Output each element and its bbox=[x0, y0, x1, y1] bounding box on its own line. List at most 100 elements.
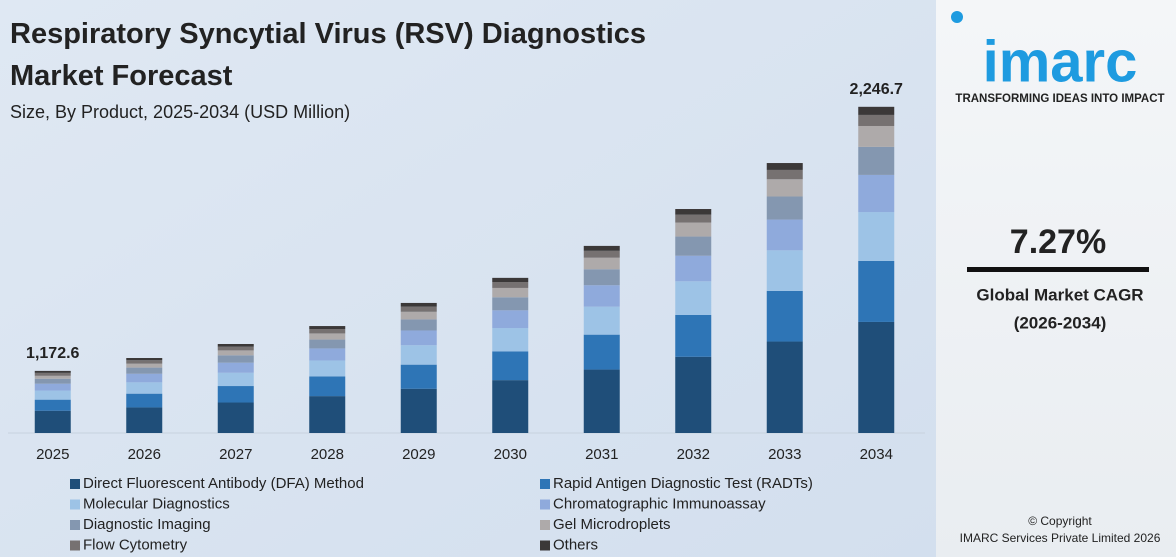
bar-segment bbox=[126, 407, 163, 433]
bar-segment bbox=[309, 326, 346, 329]
x-tick-label: 2033 bbox=[768, 446, 801, 463]
bar-segment bbox=[675, 222, 712, 237]
bar-segment bbox=[675, 236, 712, 256]
bar-segment bbox=[583, 250, 620, 258]
bar-segment bbox=[675, 255, 712, 282]
bar-segment bbox=[492, 328, 529, 352]
bar-segment bbox=[400, 311, 437, 320]
bar-segment bbox=[858, 321, 895, 433]
bar-segment bbox=[217, 350, 254, 356]
bar-segment bbox=[309, 339, 346, 349]
x-tick-label: 2027 bbox=[219, 446, 252, 463]
legend-swatch bbox=[70, 499, 80, 510]
legend-label: Diagnostic Imaging bbox=[83, 516, 211, 533]
bar-segment bbox=[492, 282, 529, 288]
bar-segment bbox=[766, 341, 803, 433]
bar-segment bbox=[583, 257, 620, 270]
bar-segment bbox=[309, 376, 346, 397]
cagr-value: 7.27% bbox=[1010, 223, 1106, 261]
bar-segment bbox=[492, 310, 529, 329]
bar-segment bbox=[126, 393, 163, 408]
bar-segment bbox=[858, 106, 895, 115]
bar-segment bbox=[400, 345, 437, 365]
copyright: © Copyright bbox=[1028, 514, 1092, 528]
x-tick-label: 2025 bbox=[36, 446, 69, 463]
bar-segment bbox=[858, 212, 895, 261]
bar-segment bbox=[126, 360, 163, 364]
bar-segment bbox=[492, 287, 529, 298]
bar-segment bbox=[34, 390, 71, 400]
sidebar-background bbox=[936, 0, 1176, 557]
bar-segment bbox=[309, 333, 346, 340]
bar-segment bbox=[675, 356, 712, 433]
bar-segment bbox=[583, 306, 620, 335]
bar-segment bbox=[217, 402, 254, 433]
bar-segment bbox=[766, 196, 803, 220]
bar-segment bbox=[583, 334, 620, 370]
bar-segment bbox=[309, 360, 346, 377]
legend-label: Gel Microdroplets bbox=[553, 516, 671, 533]
legend-label: Molecular Diagnostics bbox=[83, 495, 230, 512]
legend-swatch bbox=[540, 499, 550, 510]
bar-segment bbox=[400, 302, 437, 307]
bar-segment bbox=[766, 250, 803, 291]
bar-segment bbox=[400, 319, 437, 331]
bar-segment bbox=[675, 209, 712, 215]
tagline: TRANSFORMING IDEAS INTO IMPACT bbox=[955, 93, 1164, 105]
bar-segment bbox=[217, 346, 254, 351]
bar-segment bbox=[583, 369, 620, 433]
logo-dot bbox=[951, 11, 963, 23]
logo: imarc bbox=[983, 29, 1138, 94]
bar-segment bbox=[126, 363, 163, 368]
bar-segment bbox=[858, 114, 895, 126]
bar-segment bbox=[492, 297, 529, 311]
bar-segment bbox=[583, 245, 620, 251]
bar-segment bbox=[766, 290, 803, 342]
chart-title: Respiratory Syncytial Virus (RSV) Diagno… bbox=[10, 18, 646, 92]
chart-subtitle: Size, By Product, 2025-2034 (USD Million… bbox=[10, 102, 350, 122]
x-tick-label: 2032 bbox=[677, 446, 710, 463]
legend-label: Others bbox=[553, 536, 598, 553]
bar-segment bbox=[492, 380, 529, 433]
cagr-rule bbox=[967, 267, 1149, 272]
bar-segment bbox=[126, 367, 163, 374]
legend-label: Rapid Antigen Diagnostic Test (RADTs) bbox=[553, 475, 813, 492]
legend-swatch bbox=[540, 520, 550, 530]
bar-segment bbox=[766, 219, 803, 251]
legend-label: Direct Fluorescent Antibody (DFA) Method bbox=[83, 475, 364, 492]
bar-segment bbox=[858, 146, 895, 175]
bar-segment bbox=[400, 330, 437, 346]
bar-segment bbox=[126, 373, 163, 383]
bar-segment bbox=[583, 269, 620, 286]
legend-swatch bbox=[540, 540, 550, 551]
bar-segment bbox=[34, 372, 71, 376]
bar-segment bbox=[858, 260, 895, 322]
bar-segment bbox=[34, 370, 71, 373]
x-tick-label: 2031 bbox=[585, 446, 618, 463]
x-tick-label: 2034 bbox=[860, 446, 893, 463]
legend-swatch bbox=[70, 520, 80, 530]
bar-segment bbox=[34, 378, 71, 384]
bar-segment bbox=[400, 388, 437, 433]
x-tick-label: 2026 bbox=[128, 446, 161, 463]
legend-label: Chromatographic Immunoassay bbox=[553, 495, 766, 512]
bar-segment bbox=[492, 351, 529, 381]
bar-segment bbox=[217, 343, 254, 347]
bar-segment bbox=[217, 386, 254, 403]
bar-segment bbox=[858, 125, 895, 147]
legend-swatch bbox=[70, 479, 80, 489]
bar-segment bbox=[309, 328, 346, 334]
bar-segment bbox=[583, 285, 620, 307]
bar-segment bbox=[766, 179, 803, 197]
bar-segment bbox=[34, 410, 71, 433]
bar-segment bbox=[675, 281, 712, 315]
total-label: 2,246.7 bbox=[850, 81, 903, 98]
x-tick-label: 2028 bbox=[311, 446, 344, 463]
bar-segment bbox=[766, 169, 803, 180]
bar-segment bbox=[34, 375, 71, 379]
legend-label: Flow Cytometry bbox=[83, 536, 188, 553]
bar-segment bbox=[675, 214, 712, 223]
company: IMARC Services Private Limited 2026 bbox=[960, 531, 1161, 545]
